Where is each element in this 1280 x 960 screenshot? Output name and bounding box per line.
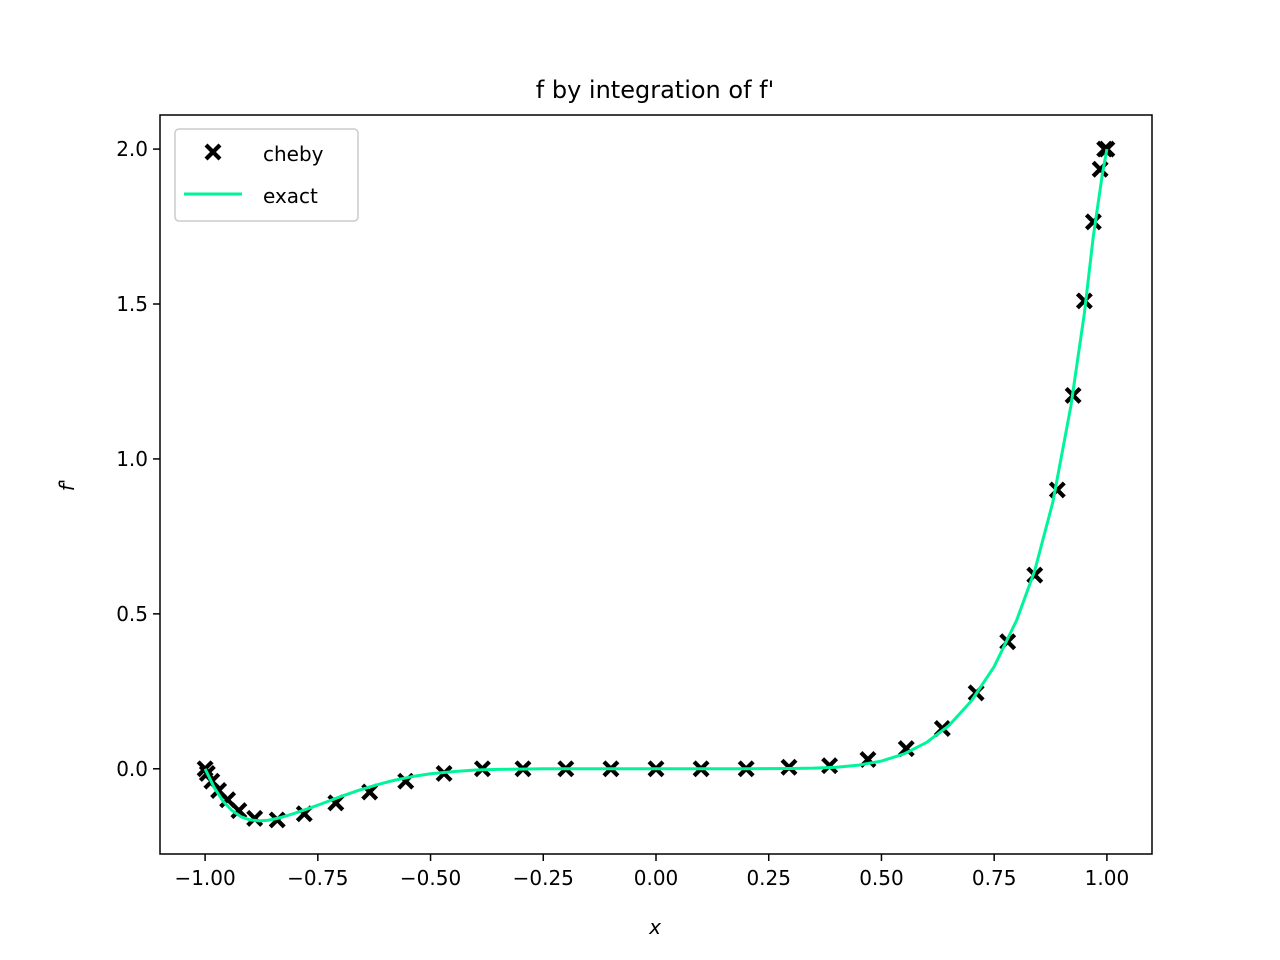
y-axis-ticks: 0.0 0.5 1.0 1.5 2.0 xyxy=(116,137,160,781)
x-tick-label: 1.00 xyxy=(1085,866,1130,890)
legend-label-exact: exact xyxy=(263,184,318,208)
legend: cheby exact xyxy=(174,128,359,222)
x-tick-label: −0.75 xyxy=(287,866,348,890)
legend-label-cheby: cheby xyxy=(263,142,324,166)
x-axis-label: x xyxy=(648,915,661,939)
x-tick-label: 0.75 xyxy=(972,866,1017,890)
x-tick-label: 0.25 xyxy=(746,866,791,890)
y-tick-label: 0.5 xyxy=(116,602,148,626)
y-tick-label: 1.0 xyxy=(116,447,148,471)
y-tick-label: 0.0 xyxy=(116,757,148,781)
plot-content xyxy=(196,140,1116,829)
chart-title: f by integration of f' xyxy=(536,76,774,104)
x-tick-label: −0.25 xyxy=(513,866,574,890)
legend-marker-cheby-shape xyxy=(204,143,222,161)
cheby-point xyxy=(821,757,839,775)
y-tick-label: 1.5 xyxy=(116,292,148,316)
x-axis-ticks: −1.00 −0.75 −0.50 −0.25 0.00 0.25 0.50 0.75 1.00 xyxy=(174,854,1129,890)
y-tick-label: 2.0 xyxy=(116,137,148,161)
legend-box xyxy=(174,128,359,222)
legend-marker-cheby xyxy=(204,143,222,161)
x-tick-label: −1.00 xyxy=(174,866,235,890)
exact-line xyxy=(203,148,1109,823)
x-tick-label: 0.00 xyxy=(634,866,679,890)
plot-frame xyxy=(159,114,1153,855)
x-tick-label: −0.50 xyxy=(400,866,461,890)
x-tick-label: 0.50 xyxy=(859,866,904,890)
y-axis-label: f' xyxy=(55,479,79,492)
